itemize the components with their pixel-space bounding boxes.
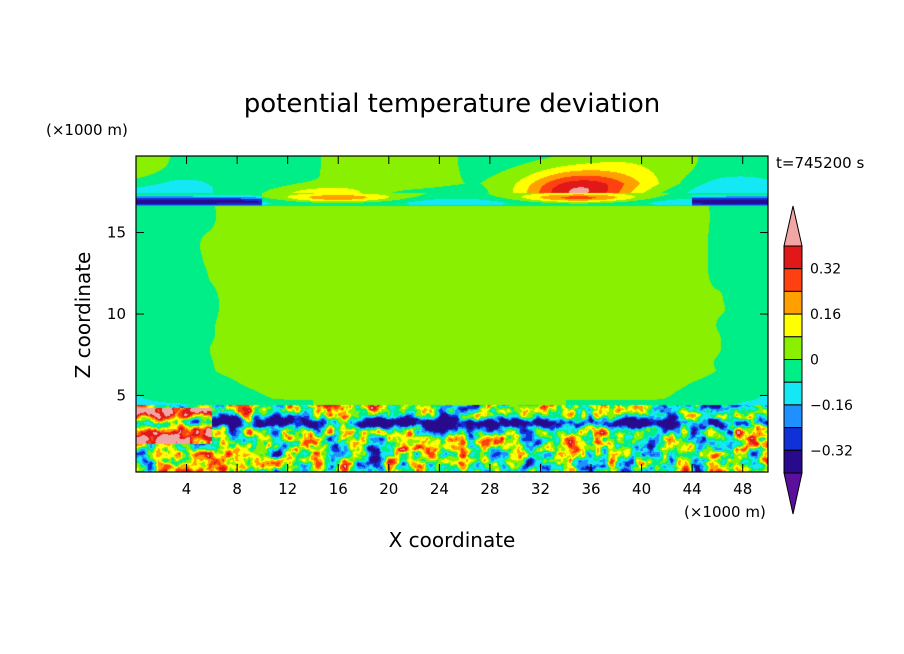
contour-field: [136, 156, 768, 472]
x-tick-label: 8: [232, 480, 242, 498]
x-tick-label: 20: [379, 480, 398, 498]
x-unit-label: (×1000 m): [684, 503, 766, 521]
time-label: t=745200 s: [776, 154, 864, 172]
y-tick-label: 5: [116, 386, 126, 404]
x-tick-label: 12: [278, 480, 297, 498]
y-tick-label: 10: [107, 305, 126, 323]
colorbar-bottom-arrow: [783, 472, 803, 515]
y-axis-label: Z coordinate: [71, 252, 95, 379]
x-tick-label: 36: [581, 480, 600, 498]
x-tick-label: 32: [531, 480, 550, 498]
colorbar-label: 0: [810, 353, 819, 369]
colorbar-box: [783, 336, 803, 360]
colorbar-box: [783, 381, 803, 406]
colorbar-box: [783, 290, 803, 315]
colorbar-box: [783, 268, 803, 292]
x-tick-label: 28: [480, 480, 499, 498]
colorbar-box: [783, 427, 803, 451]
colorbar-box: [783, 449, 803, 474]
colorbar-label: 0.32: [810, 262, 841, 278]
colorbar-top-arrow: [783, 205, 803, 247]
x-tick-label: 40: [632, 480, 651, 498]
x-tick-label: 48: [733, 480, 752, 498]
y-unit-label: (×1000 m): [46, 121, 128, 139]
colorbar-box: [783, 359, 803, 383]
colorbar-box: [783, 313, 803, 338]
x-axis-label: X coordinate: [389, 528, 516, 552]
colorbar-label: −0.16: [810, 398, 853, 414]
x-tick-label: 16: [329, 480, 348, 498]
colorbar-box: [783, 245, 803, 270]
y-tick-label: 15: [107, 224, 126, 242]
x-tick-label: 4: [182, 480, 192, 498]
colorbar-label: −0.32: [810, 443, 853, 459]
colorbar-box: [783, 404, 803, 429]
chart-title: potential temperature deviation: [244, 89, 660, 119]
x-tick-label: 44: [683, 480, 702, 498]
colorbar-label: 0.16: [810, 307, 841, 323]
x-tick-label: 24: [430, 480, 449, 498]
